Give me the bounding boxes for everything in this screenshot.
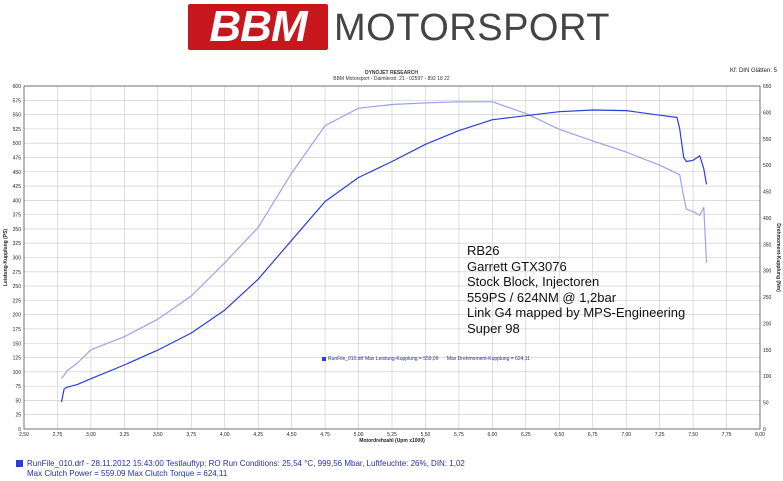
left-tick-label: 325 bbox=[13, 241, 22, 247]
right-tick-label: 200 bbox=[763, 321, 772, 327]
annotation-line: Stock Block, Injectoren bbox=[467, 274, 600, 289]
left-tick-label: 250 bbox=[13, 284, 22, 290]
left-tick-label: 400 bbox=[13, 198, 22, 204]
left-tick-label: 425 bbox=[13, 184, 22, 190]
x-tick-label: 4,00 bbox=[220, 432, 230, 438]
legend-power-text: RunFile_010.drf Max Leistung-Kupplung = … bbox=[328, 356, 439, 362]
torque-curve bbox=[61, 101, 708, 379]
brand-logo: BBM MOTORSPORT bbox=[188, 0, 610, 56]
run-footer: RunFile_010.drf - 28.11.2012 15:43:00 Te… bbox=[16, 459, 465, 478]
run-annotation: RB26 Garrett GTX3076 Stock Block, Inject… bbox=[467, 243, 685, 336]
left-tick-label: 150 bbox=[13, 341, 22, 347]
right-tick-label: 0 bbox=[763, 427, 766, 433]
x-tick-label: 5,25 bbox=[387, 432, 397, 438]
x-tick-label: 4,25 bbox=[253, 432, 263, 438]
right-tick-label: 450 bbox=[763, 190, 772, 196]
chart-legend: RunFile_010.drf Max Leistung-Kupplung = … bbox=[322, 356, 530, 362]
left-tick-label: 275 bbox=[13, 270, 22, 276]
left-tick-label: 0 bbox=[18, 427, 21, 433]
x-tick-label: 6,75 bbox=[588, 432, 598, 438]
left-tick-label: 475 bbox=[13, 155, 22, 161]
left-tick-label: 575 bbox=[13, 98, 22, 104]
left-axis-label: Leistung-Kupplung (PS) bbox=[3, 229, 9, 287]
right-tick-label: 350 bbox=[763, 242, 772, 248]
right-tick-label: 600 bbox=[763, 110, 772, 116]
footer-line-2: Max Clutch Power = 559.09 Max Clutch Tor… bbox=[27, 468, 228, 478]
logo-wordmark: MOTORSPORT bbox=[334, 7, 610, 49]
left-tick-label: 300 bbox=[13, 256, 22, 262]
chart-series bbox=[60, 101, 708, 403]
chart-subtitle: BBM Motorsport - Daimlerstr. 21 - 02597 … bbox=[333, 76, 450, 82]
x-tick-label: 4,75 bbox=[320, 432, 330, 438]
runfile-icon bbox=[16, 460, 23, 467]
x-tick-label: 2,50 bbox=[19, 432, 29, 438]
right-axis-label: Drehmoment-Kupplung (Nm) bbox=[775, 223, 781, 292]
left-tick-label: 125 bbox=[13, 356, 22, 362]
x-tick-label: 7,75 bbox=[722, 432, 732, 438]
x-tick-label: 5,00 bbox=[354, 432, 364, 438]
power-curve bbox=[60, 109, 708, 403]
left-tick-label: 350 bbox=[13, 227, 22, 233]
x-tick-label: 2,75 bbox=[53, 432, 63, 438]
right-tick-label: 150 bbox=[763, 348, 772, 354]
left-tick-label: 75 bbox=[15, 384, 21, 390]
annotation-line: 559PS / 624NM @ 1,2bar bbox=[467, 289, 617, 305]
annotation-line: Link G4 mapped by MPS-Engineering bbox=[467, 305, 686, 320]
left-tick-label: 225 bbox=[13, 298, 22, 304]
left-tick-label: 175 bbox=[13, 327, 22, 333]
footer-line-1: RunFile_010.drf - 28.11.2012 15:43:00 Te… bbox=[27, 459, 465, 468]
left-tick-label: 450 bbox=[13, 170, 22, 176]
left-tick-label: 100 bbox=[13, 370, 22, 376]
right-tick-label: 50 bbox=[763, 401, 769, 407]
right-tick-label: 550 bbox=[763, 137, 772, 143]
x-axis-ticks: 2,50 2,75 3,00 3,25 3,50 3,75 4,00 4,25 4,50 4,75… bbox=[19, 432, 765, 438]
x-tick-label: 6,25 bbox=[521, 432, 531, 438]
left-tick-label: 50 bbox=[15, 398, 21, 404]
x-tick-label: 6,00 bbox=[487, 432, 497, 438]
chart-title: DYNOJET RESEARCH bbox=[364, 70, 419, 76]
right-tick-label: 250 bbox=[763, 295, 772, 301]
x-tick-label: 7,25 bbox=[655, 432, 665, 438]
left-tick-label: 25 bbox=[15, 413, 21, 419]
logo-mark: BBM bbox=[188, 4, 328, 50]
left-tick-label: 550 bbox=[13, 113, 22, 119]
x-tick-label: 7,50 bbox=[688, 432, 698, 438]
x-tick-label: 3,25 bbox=[119, 432, 129, 438]
left-tick-label: 200 bbox=[13, 313, 22, 319]
right-tick-label: 300 bbox=[763, 269, 772, 275]
left-tick-label: 600 bbox=[13, 84, 22, 90]
annotation-line: RB26 bbox=[467, 243, 500, 258]
legend-torque-text: Max Drehmoment-Kupplung = 624,11 bbox=[446, 356, 530, 362]
right-tick-label: 500 bbox=[763, 163, 772, 169]
x-tick-label: 8,00 bbox=[755, 432, 765, 438]
x-tick-label: 6,50 bbox=[554, 432, 564, 438]
left-axis-ticks: 0 25 50 75 100 125 150 175 200 225 250 275 300 325 350… bbox=[13, 84, 22, 433]
x-axis-label: Motordrehzahl (Upm x1000) bbox=[359, 438, 425, 444]
right-tick-label: 650 bbox=[763, 84, 772, 90]
x-tick-label: 7,00 bbox=[621, 432, 631, 438]
annotation-line: Garrett GTX3076 bbox=[467, 258, 567, 274]
right-tick-label: 100 bbox=[763, 374, 772, 380]
x-tick-label: 5,75 bbox=[454, 432, 464, 438]
annotation-line: Super 98 bbox=[467, 320, 520, 336]
right-tick-label: 400 bbox=[763, 216, 772, 222]
x-tick-label: 3,50 bbox=[153, 432, 163, 438]
x-tick-label: 4,50 bbox=[287, 432, 297, 438]
correction-info: Kf: DIN Glätten: 5 bbox=[729, 68, 777, 74]
x-tick-label: 3,00 bbox=[86, 432, 96, 438]
left-tick-label: 375 bbox=[13, 213, 22, 219]
legend-swatch bbox=[322, 357, 326, 361]
chart-grid bbox=[23, 85, 761, 430]
right-axis-ticks: 0 50 100 150 200 250 300 350 400 450 500 550 600 650 bbox=[763, 84, 772, 433]
left-tick-label: 525 bbox=[13, 127, 22, 133]
plot-frame bbox=[23, 85, 761, 430]
x-tick-label: 3,75 bbox=[186, 432, 196, 438]
x-tick-label: 5,50 bbox=[421, 432, 431, 438]
left-tick-label: 500 bbox=[13, 141, 22, 147]
